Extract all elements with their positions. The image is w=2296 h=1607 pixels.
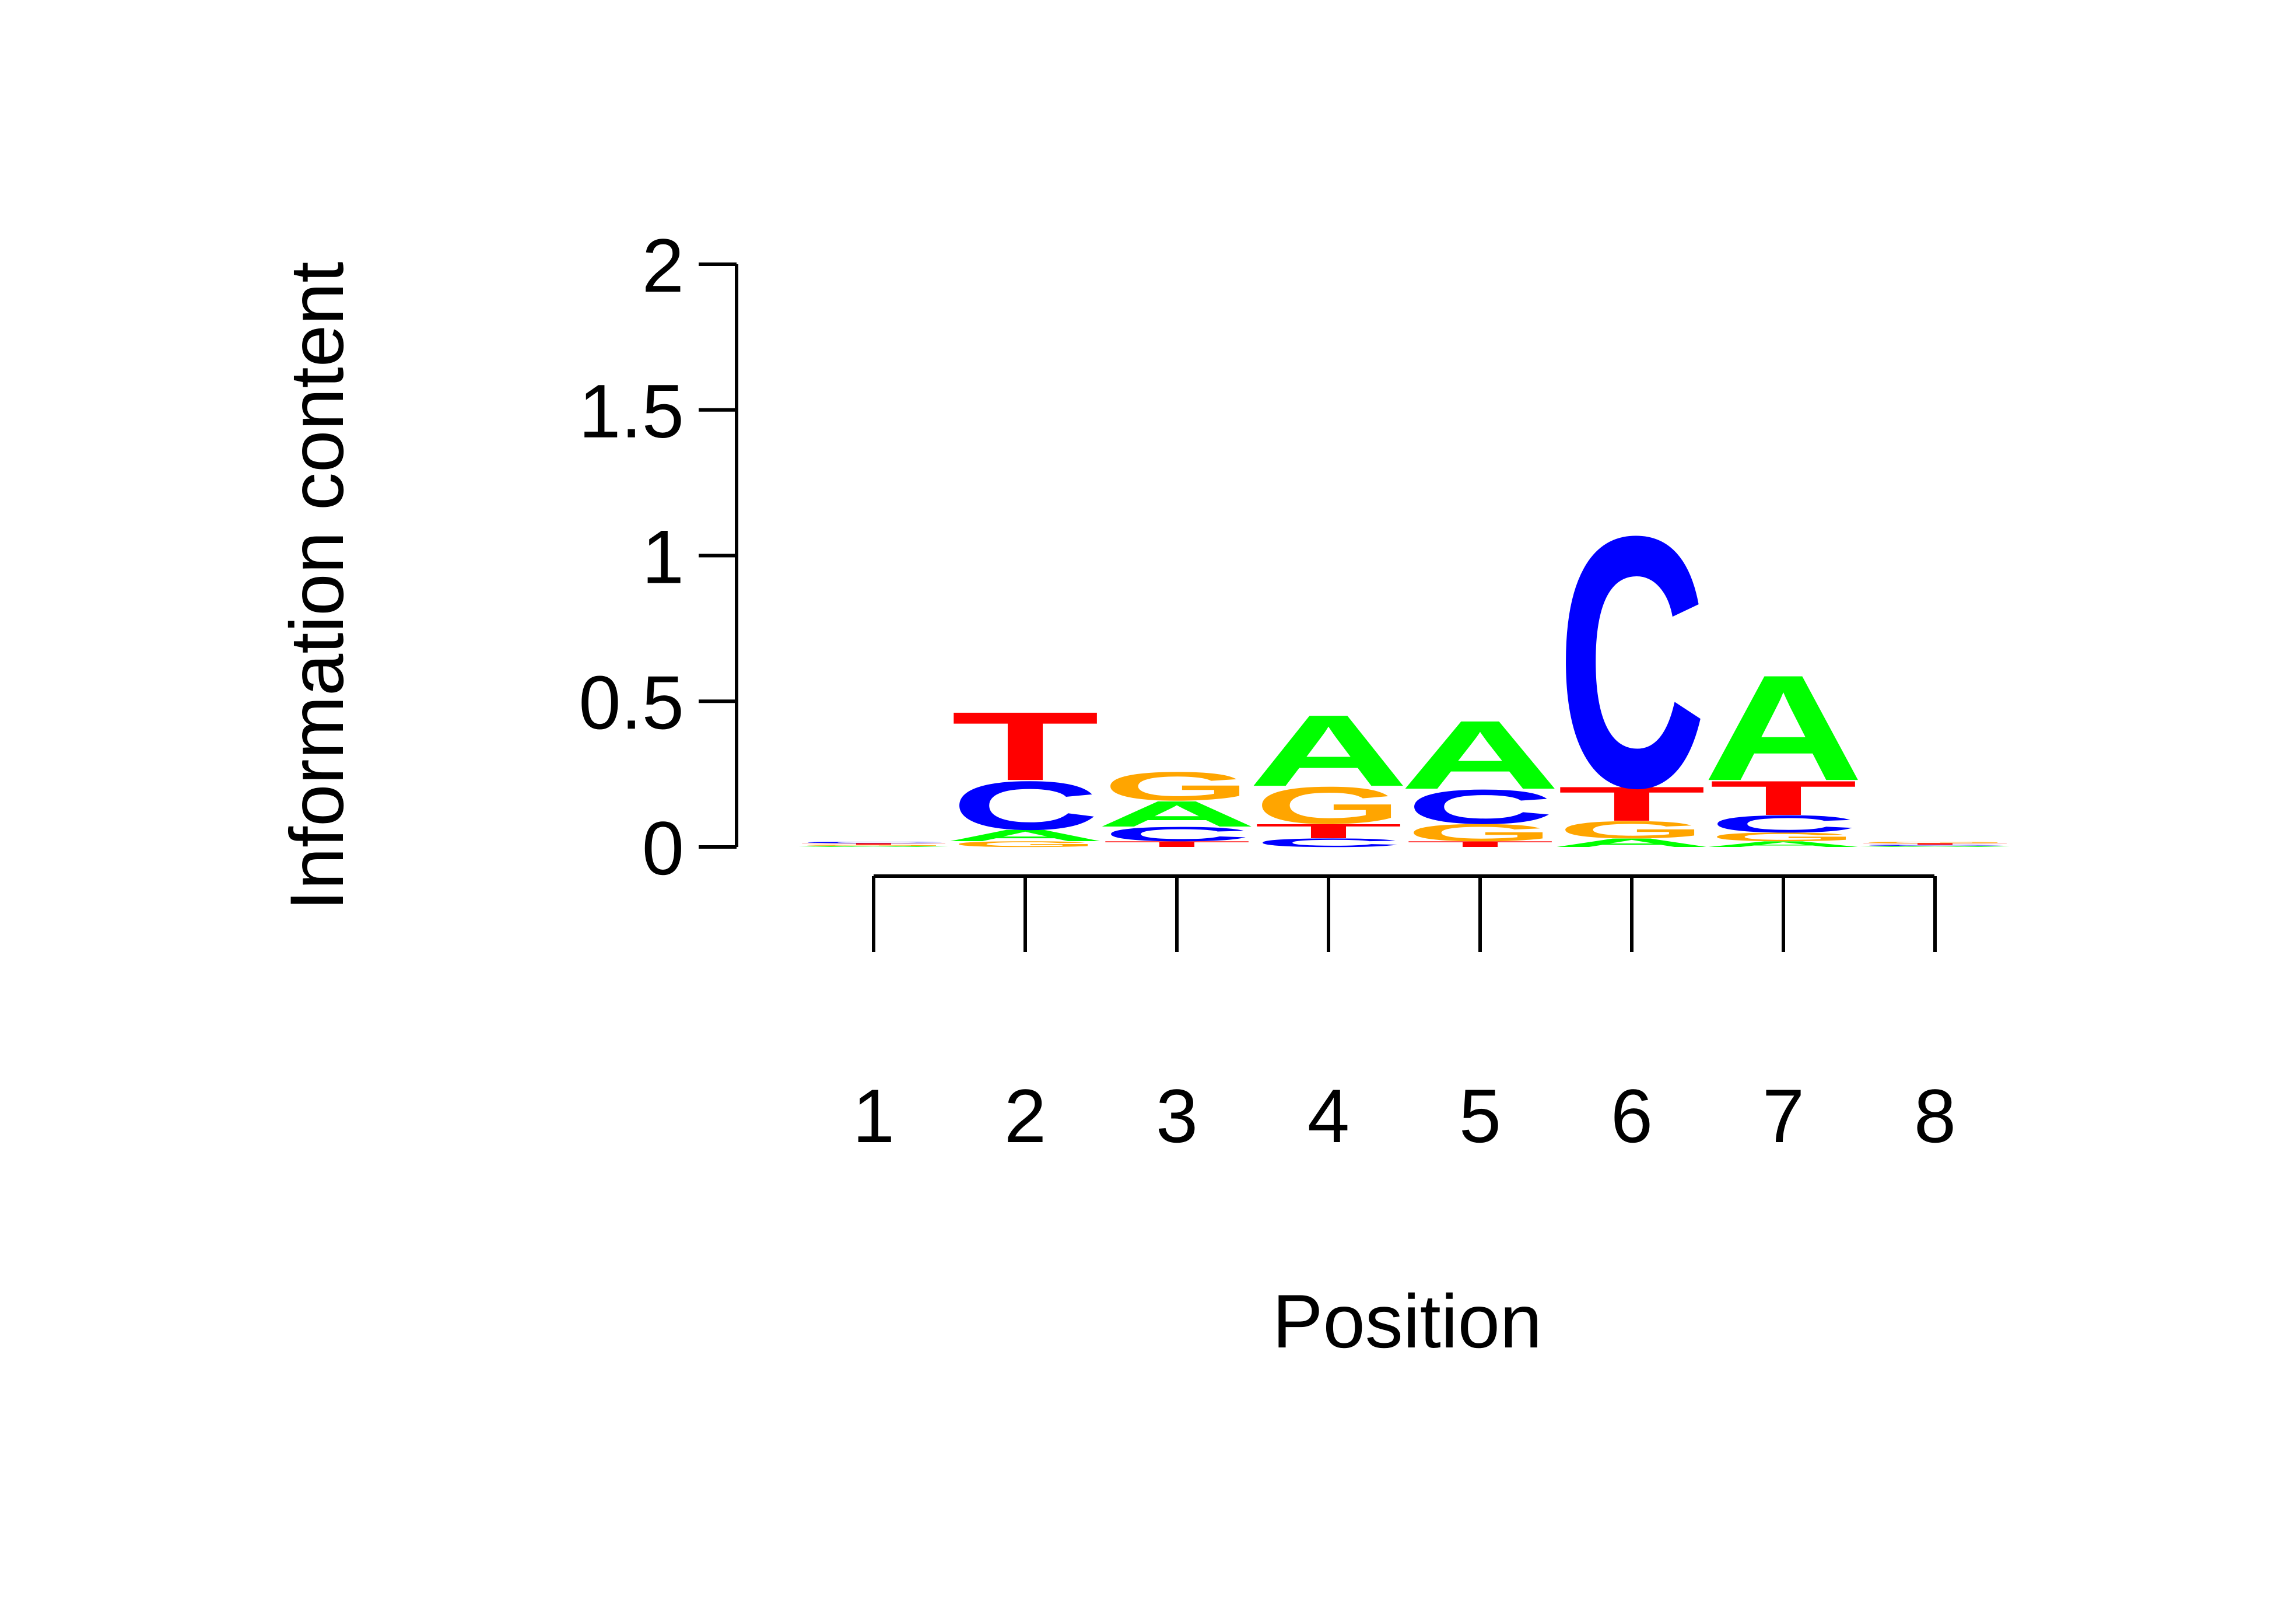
logo-letter-t: T bbox=[1254, 820, 1403, 842]
logo-letter-a: A bbox=[945, 827, 1106, 845]
logo-letter-a: A bbox=[1551, 836, 1712, 849]
logo-letter-c: C bbox=[1103, 823, 1252, 846]
x-tick-label: 5 bbox=[1459, 1073, 1501, 1158]
logo-letter-t: T bbox=[1709, 771, 1858, 825]
logo-letter-t: T bbox=[1558, 776, 1706, 831]
x-tick-label: 7 bbox=[1762, 1073, 1804, 1158]
logo-letter-g: G bbox=[1558, 816, 1706, 843]
logo-letter-t: T bbox=[951, 692, 1100, 801]
logo-letter-g: G bbox=[1709, 830, 1858, 843]
logo-letter-c: C bbox=[1709, 810, 1858, 838]
x-tick-label: 1 bbox=[853, 1073, 895, 1158]
logo-letter-a: A bbox=[793, 845, 954, 847]
logo-letter-g: G bbox=[1406, 819, 1555, 846]
x-tick-label: 3 bbox=[1156, 1073, 1198, 1158]
logo-letter-c: C bbox=[1406, 780, 1555, 834]
logo-letter-a: A bbox=[1400, 701, 1561, 810]
logo-letter-g: G bbox=[1103, 764, 1252, 809]
x-axis-title: Position bbox=[1273, 1279, 1543, 1364]
logo-letter-g: G bbox=[951, 839, 1100, 849]
y-tick-label: 2 bbox=[642, 223, 684, 308]
logo-letter-g: G bbox=[1254, 776, 1403, 835]
y-axis-title: Information content bbox=[274, 262, 359, 911]
logo-letter-c: C bbox=[1861, 844, 2010, 846]
logo-letter-t: T bbox=[1861, 843, 2010, 845]
logo-letter-a: A bbox=[1703, 839, 1864, 849]
x-tick-label: 6 bbox=[1611, 1073, 1653, 1158]
logo-letter-a: A bbox=[1703, 644, 1864, 812]
logo-letter-a: A bbox=[1096, 793, 1257, 834]
x-tick-label: 2 bbox=[1004, 1073, 1046, 1158]
logo-letter-g: G bbox=[1861, 841, 2010, 843]
logo-letter-a: A bbox=[1855, 845, 2015, 847]
logo-letter-t: T bbox=[1406, 839, 1555, 849]
logo-letter-c: C bbox=[1254, 836, 1403, 849]
logo-letter-c: C bbox=[1558, 463, 1706, 862]
logo-letter-t: T bbox=[1103, 839, 1252, 849]
logo-letter-c: C bbox=[800, 841, 948, 843]
y-axis-ticks: 0 0.5 1 1.5 2 bbox=[579, 223, 737, 891]
logo-letter-t: T bbox=[800, 843, 948, 845]
logo-letter-a: A bbox=[1248, 694, 1409, 807]
logo-letter-c: C bbox=[951, 767, 1100, 844]
y-tick-label: 0 bbox=[642, 806, 684, 891]
y-tick-label: 0.5 bbox=[579, 660, 684, 745]
y-tick-label: 1.5 bbox=[579, 369, 684, 454]
x-axis: 1 2 3 4 5 6 7 8 bbox=[853, 874, 1956, 1158]
x-tick-label: 8 bbox=[1914, 1073, 1956, 1158]
y-tick-label: 1 bbox=[642, 514, 684, 600]
y-axis: 0 0.5 1 1.5 2 bbox=[579, 223, 738, 891]
x-tick-label: 4 bbox=[1308, 1073, 1349, 1158]
x-axis-ticks: 1 2 3 4 5 6 7 8 bbox=[853, 876, 1956, 1158]
logo-letter-g: G bbox=[800, 844, 948, 846]
